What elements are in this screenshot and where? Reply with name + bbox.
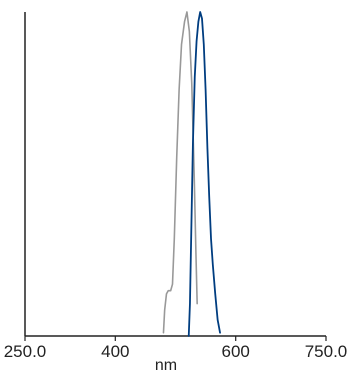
series-line-1 (162, 11, 198, 334)
series-layer (162, 11, 221, 337)
x-axis-title: nm (155, 357, 177, 373)
x-tick-label: 750.0 (305, 342, 348, 361)
x-tick-layer: 250.0 400 600 750.0 (4, 336, 348, 361)
x-tick-label: 600 (222, 342, 250, 361)
x-tick-label: 400 (101, 342, 129, 361)
x-tick-label: 250.0 (4, 342, 47, 361)
series-line-2 (187, 11, 221, 337)
